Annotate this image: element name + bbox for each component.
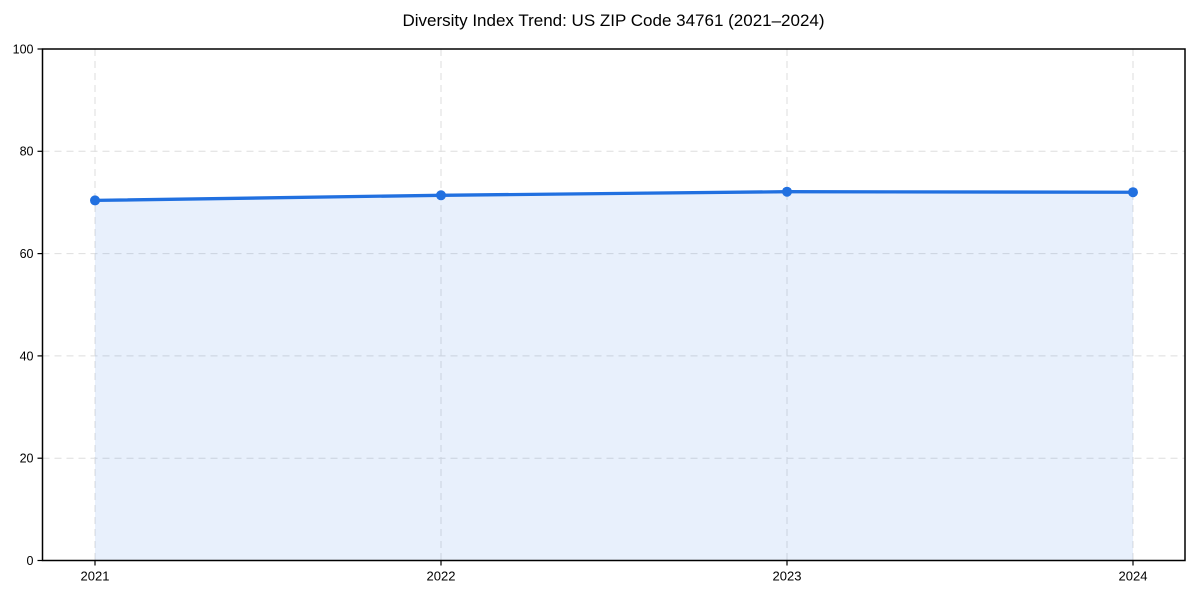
x-tick-label: 2022: [427, 569, 456, 584]
data-point-2023: [782, 186, 792, 197]
area-fill: [95, 191, 1133, 561]
x-tick-label: 2023: [773, 569, 802, 584]
data-point-2022: [436, 190, 446, 201]
x-tick-label: 2024: [1119, 569, 1148, 584]
y-tick-label: 0: [27, 554, 34, 568]
chart-title: Diversity Index Trend: US ZIP Code 34761…: [402, 11, 825, 30]
y-tick-label: 60: [20, 247, 34, 261]
y-tick-label: 20: [20, 452, 34, 466]
y-tick-label: 80: [20, 145, 34, 159]
trend-line: [93, 190, 1135, 203]
plot-frame: [41, 48, 1186, 562]
data-point-2021: [90, 195, 100, 206]
x-tick-label: 2021: [81, 569, 110, 584]
y-tick-label: 100: [13, 42, 34, 56]
data-point-2024: [1128, 187, 1138, 198]
y-tick-label: 40: [20, 349, 34, 363]
